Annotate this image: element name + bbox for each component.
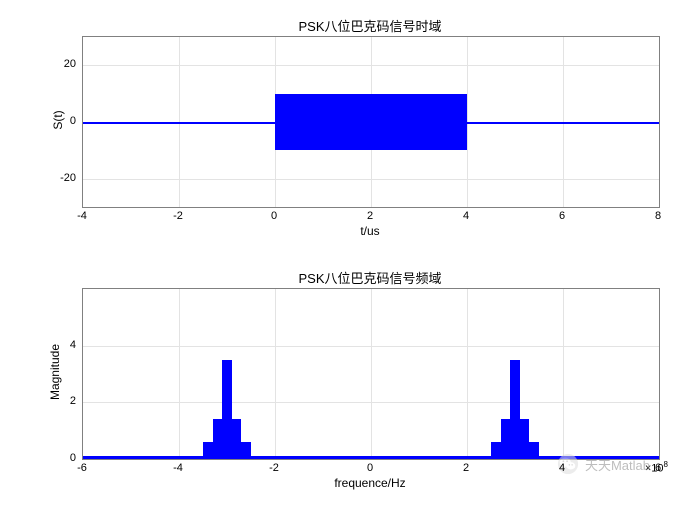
spectrum-peak (232, 419, 242, 459)
gridline-v (563, 289, 564, 459)
spectrum-peak (501, 419, 511, 459)
gridline-v (275, 289, 276, 459)
spectrum-peak (213, 419, 223, 459)
spectrum-peak (520, 419, 530, 459)
bottom-xtick-label: -6 (77, 462, 87, 474)
bottom-xtick-label: 2 (463, 462, 469, 474)
spectrum-peak (241, 442, 251, 459)
gridline-v (467, 289, 468, 459)
watermark: 天天Matlab (557, 453, 650, 475)
gridline-h (83, 402, 659, 403)
top-ytick-label: -20 (48, 172, 76, 184)
bottom-xtick-label: 6 (655, 462, 661, 474)
top-xtick-label: -2 (173, 210, 183, 222)
bottom-chart-title: PSK八位巴克码信号频域 (82, 268, 658, 287)
bottom-xtick-label: 4 (559, 462, 565, 474)
top-xtick-label: 4 (463, 210, 469, 222)
top-ytick-label: 0 (48, 115, 76, 127)
top-xtick-label: 6 (559, 210, 565, 222)
bottom-xtick-label: 0 (367, 462, 373, 474)
gridline-v (371, 289, 372, 459)
spectrum-peak (529, 442, 539, 459)
top-chart-xlabel: t/us (82, 224, 658, 238)
spectrum-peak (203, 442, 213, 459)
top-xtick-label: 2 (367, 210, 373, 222)
top-zero-line (83, 122, 659, 124)
bottom-xtick-label: -2 (269, 462, 279, 474)
top-xtick-label: -4 (77, 210, 87, 222)
spectrum-peak (510, 360, 520, 459)
bottom-ytick-label: 2 (54, 395, 76, 407)
top-xtick-label: 8 (655, 210, 661, 222)
bottom-chart-axes (82, 288, 660, 460)
exponent-sup: 8 (664, 460, 668, 469)
top-chart-axes (82, 36, 660, 208)
gridline-h (83, 346, 659, 347)
figure: PSK八位巴克码信号时域 S(t) t/us PSK八位巴克码信号频域 Magn… (0, 0, 700, 525)
top-ytick-label: 20 (48, 58, 76, 70)
top-chart-title: PSK八位巴克码信号时域 (82, 16, 658, 35)
bottom-xtick-label: -4 (173, 462, 183, 474)
bottom-ytick-label: 4 (54, 339, 76, 351)
gridline-h (83, 179, 659, 180)
watermark-text: 天天Matlab (585, 455, 650, 474)
bottom-ytick-label: 0 (54, 452, 76, 464)
bottom-chart-xlabel: frequence/Hz (82, 476, 658, 490)
gridline-h (83, 65, 659, 66)
gridline-v (179, 289, 180, 459)
spectrum-peak (491, 442, 501, 459)
top-xtick-label: 0 (271, 210, 277, 222)
spectrum-peak (222, 360, 232, 459)
